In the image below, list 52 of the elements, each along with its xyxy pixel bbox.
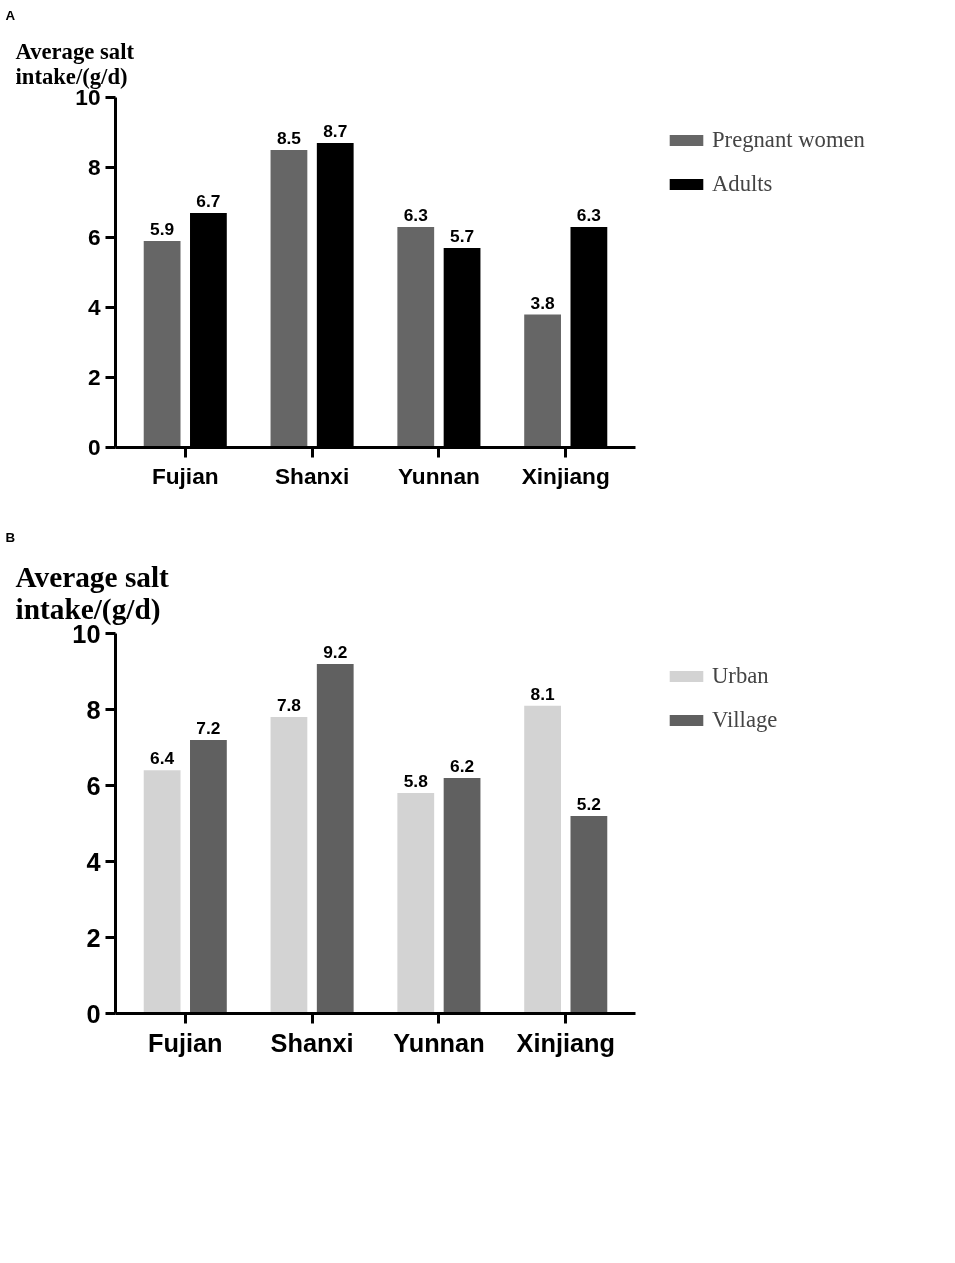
legend-label: Urban xyxy=(712,663,769,689)
data-label: 5.8 xyxy=(403,771,429,792)
y-tick-label: 4 xyxy=(86,847,101,876)
x-tick-label: Fujian xyxy=(151,462,219,489)
bar xyxy=(316,663,354,1014)
x-tick-label: Shanxi xyxy=(270,1028,354,1057)
legend-label: Village xyxy=(712,707,778,733)
data-label: 6.4 xyxy=(150,748,175,769)
y-tick-label: 2 xyxy=(87,364,101,390)
bar xyxy=(524,314,561,448)
y-tick-label: 8 xyxy=(86,695,101,724)
y-tick-label: 0 xyxy=(87,434,101,460)
y-tick-label: 0 xyxy=(86,999,101,1028)
bar xyxy=(443,777,481,1014)
bar xyxy=(524,705,561,1014)
bar xyxy=(143,241,181,448)
y-tick-label: 8 xyxy=(87,154,101,180)
legend-label: Pregnant women xyxy=(712,127,865,153)
x-tick-label: Yunnan xyxy=(398,462,480,489)
data-label: 6.3 xyxy=(576,205,602,225)
data-label: 9.2 xyxy=(323,641,348,662)
data-label: 5.9 xyxy=(150,219,175,239)
y-tick-label: 2 xyxy=(86,923,101,952)
x-tick-label: Fujian xyxy=(147,1028,223,1057)
bar xyxy=(570,815,608,1014)
data-label: 7.8 xyxy=(276,695,302,716)
y-tick-label: 4 xyxy=(87,294,101,320)
data-label: 5.2 xyxy=(576,793,601,814)
chart-title: A xyxy=(5,7,16,23)
data-label: 8.1 xyxy=(530,683,555,704)
data-label: 6.3 xyxy=(403,205,429,225)
data-label: 8.7 xyxy=(323,121,348,141)
bar xyxy=(270,717,308,1014)
x-tick-label: Shanxi xyxy=(274,462,350,489)
data-label: 7.2 xyxy=(196,717,221,738)
legend-label: Adults xyxy=(712,171,773,197)
data-label: 6.7 xyxy=(196,191,221,211)
bar xyxy=(397,793,435,1014)
y-tick-label: 6 xyxy=(87,224,101,250)
bar xyxy=(143,770,181,1014)
data-label: 3.8 xyxy=(530,292,555,313)
y-tick-label: 6 xyxy=(86,771,101,800)
data-label: 8.5 xyxy=(276,128,302,148)
x-tick-label: Yunnan xyxy=(393,1028,485,1057)
bar xyxy=(397,227,435,448)
data-label: 6.2 xyxy=(450,755,475,776)
bar xyxy=(270,150,308,448)
chart-title: B xyxy=(5,529,16,545)
x-tick-label: Xinjiang xyxy=(521,462,610,489)
x-tick-label: Xinjiang xyxy=(516,1028,616,1057)
bar xyxy=(190,739,227,1014)
data-label: 5.7 xyxy=(450,226,475,246)
